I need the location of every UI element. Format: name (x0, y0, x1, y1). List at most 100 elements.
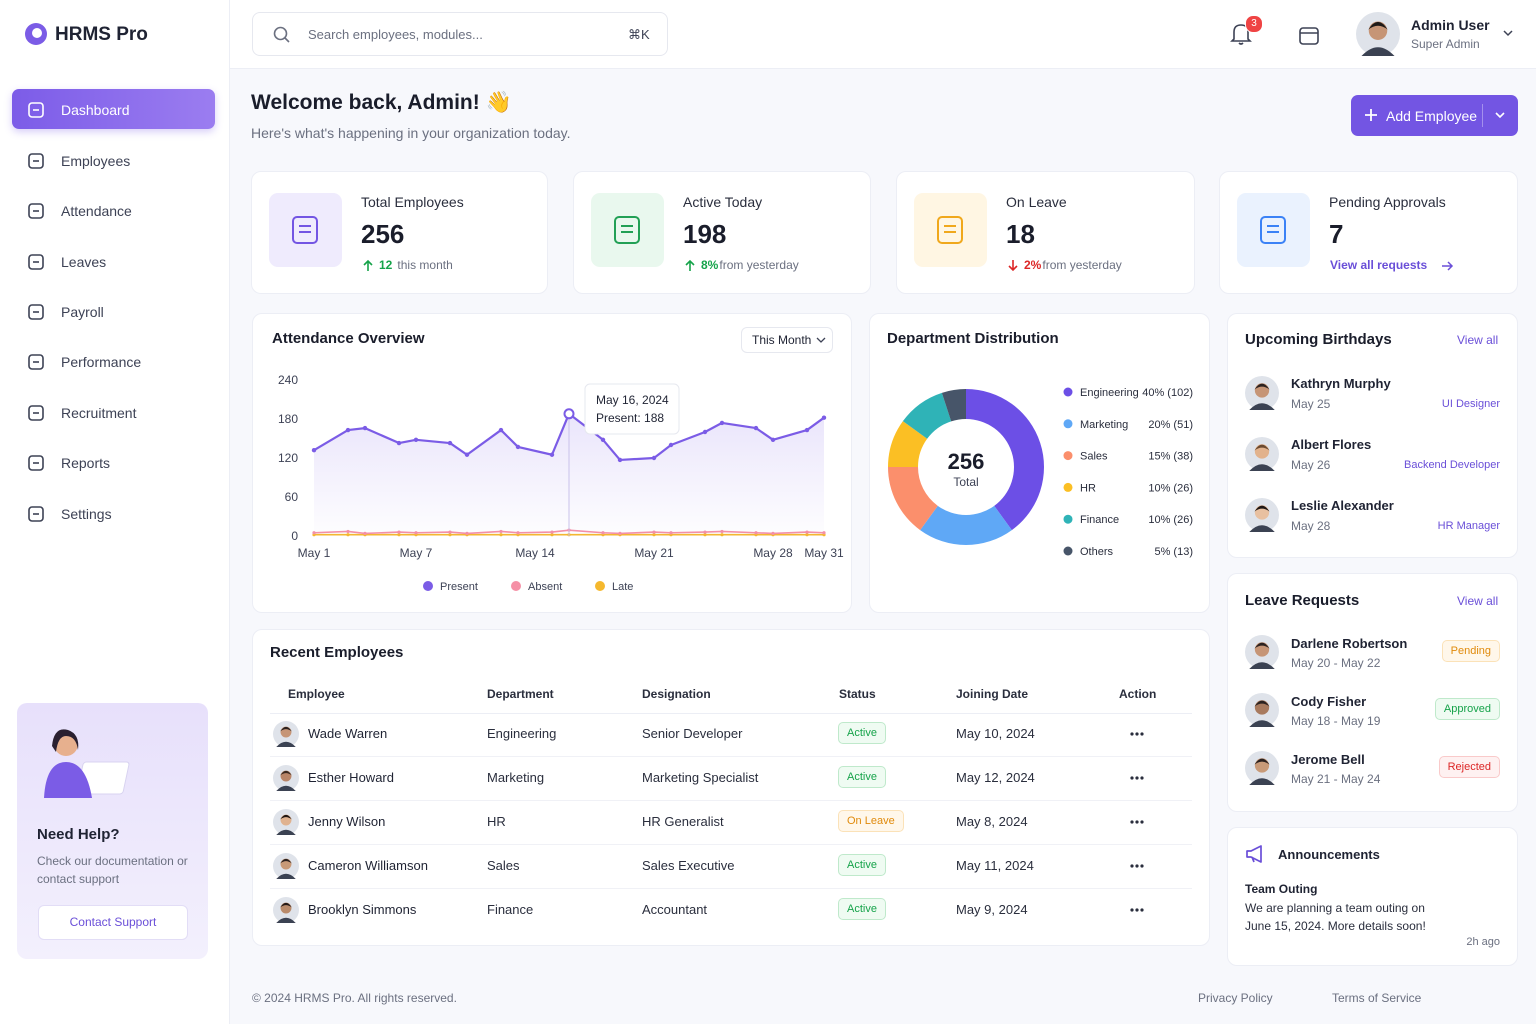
legend-swatch (1063, 482, 1073, 492)
employee-name: Wade Warren (308, 726, 388, 741)
header-divider (270, 713, 1192, 714)
stat-value: 7 (1329, 219, 1344, 249)
row-actions[interactable] (1130, 907, 1146, 913)
department: Finance (487, 902, 534, 917)
calendar-icon (1299, 27, 1319, 45)
calendar-shape (1299, 27, 1319, 45)
logo-inner (32, 28, 42, 38)
avatar (1245, 376, 1279, 410)
stat-label: Active Today (683, 194, 763, 210)
menu-icon-shape (28, 203, 44, 219)
legend-label: Late (612, 581, 633, 593)
status-badge: Active (838, 766, 886, 788)
tooltip-box (584, 383, 680, 435)
welcome-subtitle: Here's what's happening in your organiza… (251, 125, 571, 141)
stat-icon-shape (614, 216, 640, 244)
stat-icon-shape (1260, 216, 1286, 244)
menu-item[interactable]: Reports (61, 455, 111, 471)
menu-icon (28, 405, 44, 421)
row-actions[interactable] (1130, 775, 1146, 781)
avatar-hair (280, 814, 292, 820)
menu-item[interactable]: Performance (61, 354, 142, 370)
avatar (273, 721, 299, 747)
stat-change: 12 (379, 258, 393, 272)
menu-item[interactable]: Settings (61, 506, 112, 522)
avatar-body (1249, 720, 1275, 727)
menu-item[interactable]: Employees (61, 153, 131, 169)
avatar-hair (280, 858, 292, 864)
department: Sales (487, 858, 520, 873)
leave-dates: May 18 - May 19 (1291, 714, 1381, 728)
column-header: Department (487, 687, 554, 701)
menu-active-bg[interactable] (12, 89, 215, 129)
arrow (685, 259, 695, 271)
welcome-title: Welcome back, Admin! 👋 (251, 91, 512, 114)
chart-title: Department Distribution (887, 330, 1059, 347)
leave-dates: May 20 - May 22 (1291, 656, 1381, 670)
data-point (702, 429, 708, 435)
tooltip-point (563, 408, 575, 420)
action-dot (1135, 820, 1139, 824)
menu-icon-shape (28, 102, 44, 118)
help-title: Need Help? (37, 826, 120, 843)
avatar (273, 897, 299, 923)
search-box[interactable] (252, 12, 668, 56)
donut-slice (902, 392, 952, 439)
button-divider (1482, 104, 1483, 127)
help-illustration (44, 729, 130, 798)
add-employee-button[interactable] (1351, 95, 1518, 136)
row-actions[interactable] (1130, 731, 1146, 737)
menu-item[interactable]: Payroll (61, 304, 104, 320)
legend-swatch (1063, 419, 1073, 429)
legend-label: Finance (1080, 514, 1119, 526)
menu-icon-shape (28, 455, 44, 471)
footer-link[interactable]: Terms of Service (1332, 991, 1422, 1005)
stat-icon-bg (914, 193, 987, 267)
y-tick-label: 240 (278, 373, 298, 387)
announcement-time: 2h ago (1466, 936, 1500, 948)
menu-icon (28, 304, 44, 320)
menu-item[interactable]: Leaves (61, 254, 107, 270)
filter-label[interactable]: This Month (752, 333, 812, 347)
action-dot (1135, 864, 1139, 868)
department: Engineering (487, 726, 557, 741)
x-tick-label: May 14 (515, 546, 555, 560)
card-link[interactable]: View all (1457, 333, 1499, 347)
chevron (816, 337, 826, 343)
data-point (753, 425, 759, 431)
menu-item[interactable]: Dashboard (61, 102, 130, 118)
avatar-hair (1368, 21, 1388, 30)
legend-swatch (423, 581, 433, 591)
data-point (549, 452, 555, 457)
y-tick-label: 0 (291, 529, 298, 543)
stat-link[interactable]: View all requests (1330, 258, 1428, 272)
row-actions[interactable] (1130, 819, 1146, 825)
card-link[interactable]: View all (1457, 594, 1499, 608)
filter-dropdown[interactable] (741, 327, 833, 353)
leave-status: Pending (1441, 640, 1500, 662)
add-employee-label[interactable]: Add Employee (1386, 108, 1478, 124)
legend-swatch (511, 581, 521, 591)
row-actions[interactable] (1130, 863, 1146, 869)
legend-swatch (1063, 546, 1073, 556)
search-icon (273, 26, 290, 43)
donut-slice (888, 467, 938, 531)
status-badge: Active (838, 898, 886, 920)
plus (1365, 109, 1377, 121)
x-tick-label: May 7 (400, 546, 433, 560)
user-role: Super Admin (1411, 37, 1480, 51)
x-tick-label: May 21 (634, 546, 674, 560)
column-header: Status (839, 687, 876, 701)
row-divider (270, 844, 1192, 845)
menu-item[interactable]: Recruitment (61, 405, 137, 421)
person-name: Albert Flores (1291, 437, 1372, 452)
menu-icon-shape (28, 506, 44, 522)
notification-badge[interactable]: 3 (1245, 15, 1263, 33)
menu-item[interactable]: Attendance (61, 203, 132, 219)
footer-link[interactable]: Privacy Policy (1198, 991, 1273, 1005)
menu-icon-shape (28, 354, 44, 370)
brand-name: HRMS Pro (55, 24, 148, 45)
status-badge: On Leave (838, 810, 904, 832)
help-button[interactable]: Contact Support (38, 905, 188, 940)
card-title: Upcoming Birthdays (1245, 331, 1392, 348)
